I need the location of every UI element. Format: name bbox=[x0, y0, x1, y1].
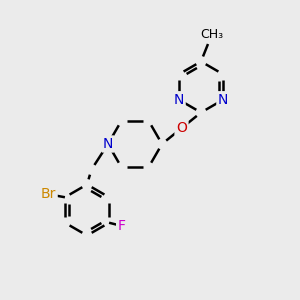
Text: O: O bbox=[176, 121, 187, 135]
Text: Br: Br bbox=[41, 187, 56, 201]
Text: N: N bbox=[174, 93, 184, 107]
Text: F: F bbox=[118, 219, 126, 233]
Text: N: N bbox=[218, 93, 228, 107]
Text: CH₃: CH₃ bbox=[200, 28, 223, 41]
Text: N: N bbox=[103, 137, 113, 151]
